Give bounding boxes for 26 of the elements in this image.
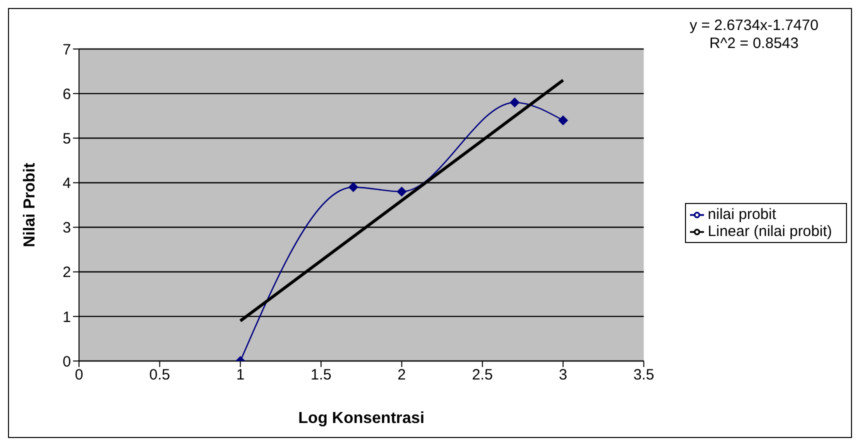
y-tick-label: 7 (62, 41, 71, 58)
y-tick-label: 1 (62, 308, 71, 326)
y-tick-label: 6 (62, 86, 71, 103)
x-tick-label: 1 (236, 366, 245, 384)
x-axis-title: Log Konsentrasi (298, 410, 424, 427)
x-tick-label: 1.5 (310, 366, 332, 384)
x-tick-label: 2.5 (472, 366, 493, 384)
point (348, 182, 358, 192)
point (558, 115, 568, 126)
legend-label: Linear (nilai probit) (708, 223, 832, 240)
text: R^2 = 0.8543 (708, 35, 800, 53)
y-tick-label: 0 (62, 353, 71, 370)
x-tick-label: 0 (74, 366, 84, 384)
x-tick-label: 3.5 (633, 366, 654, 384)
y-axis-title: Nilai Probit (22, 162, 39, 248)
x-tick-label: 2 (398, 366, 406, 384)
y-tick-label: 4 (62, 175, 71, 192)
y-tick-label: 3 (62, 220, 71, 237)
point (510, 97, 520, 108)
legend-label: nilai probit (708, 206, 776, 223)
y-tick-label: 2 (62, 264, 71, 282)
text: y = 2.6734x-1.7470 (688, 17, 820, 35)
x-tick-label: 0.5 (149, 366, 170, 384)
y-tick-label: 5 (62, 130, 71, 148)
point (396, 186, 407, 197)
x-tick-label: 3 (558, 366, 568, 384)
